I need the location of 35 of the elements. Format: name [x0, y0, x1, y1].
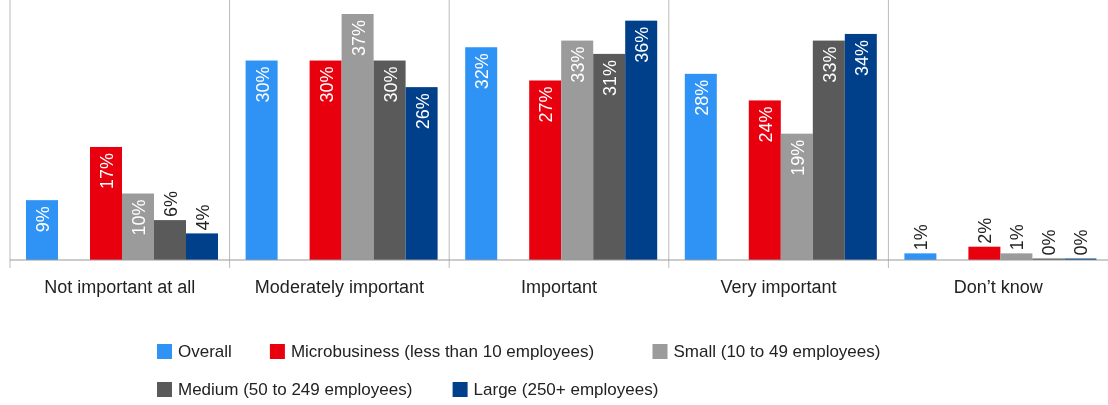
- data-label: 27%: [536, 86, 557, 123]
- data-label: 28%: [691, 79, 712, 116]
- data-label: 33%: [819, 46, 840, 83]
- data-label: 9%: [33, 206, 53, 233]
- legend-label: Overall: [178, 342, 232, 361]
- data-label: 0%: [1039, 229, 1060, 256]
- data-label: 10%: [129, 199, 149, 236]
- data-label: 17%: [97, 152, 117, 189]
- data-label: 37%: [348, 20, 369, 57]
- legend-label: Microbusiness (less than 10 employees): [290, 342, 595, 361]
- data-label: 36%: [632, 26, 653, 63]
- data-label: 2%: [975, 217, 996, 244]
- legend-label: Large (250+ employees): [473, 380, 659, 399]
- data-label: 6%: [161, 191, 181, 218]
- data-label: 30%: [380, 66, 401, 103]
- data-label: 32%: [472, 53, 493, 90]
- data-label: 19%: [787, 139, 808, 176]
- data-label: 4%: [193, 204, 213, 231]
- data-label: 33%: [568, 46, 589, 83]
- x-tick-label: Not important at all: [44, 277, 196, 297]
- data-label: 1%: [1007, 224, 1028, 251]
- data-label: 30%: [252, 66, 273, 103]
- data-label: 0%: [1071, 229, 1092, 256]
- x-tick-label: Very important: [720, 277, 837, 297]
- data-label: 1%: [911, 224, 932, 251]
- data-label: 26%: [412, 93, 433, 130]
- data-label: 34%: [851, 39, 872, 76]
- data-label: 24%: [755, 106, 776, 143]
- legend-label: Medium (50 to 249 employees): [178, 380, 413, 399]
- x-tick-label: Moderately important: [254, 277, 424, 297]
- x-tick-label: Don’t know: [953, 277, 1044, 297]
- data-label: 30%: [316, 66, 337, 103]
- legend-label: Small (10 to 49 employees): [673, 342, 881, 361]
- x-tick-label: Important: [520, 277, 598, 297]
- data-label: 31%: [600, 59, 621, 96]
